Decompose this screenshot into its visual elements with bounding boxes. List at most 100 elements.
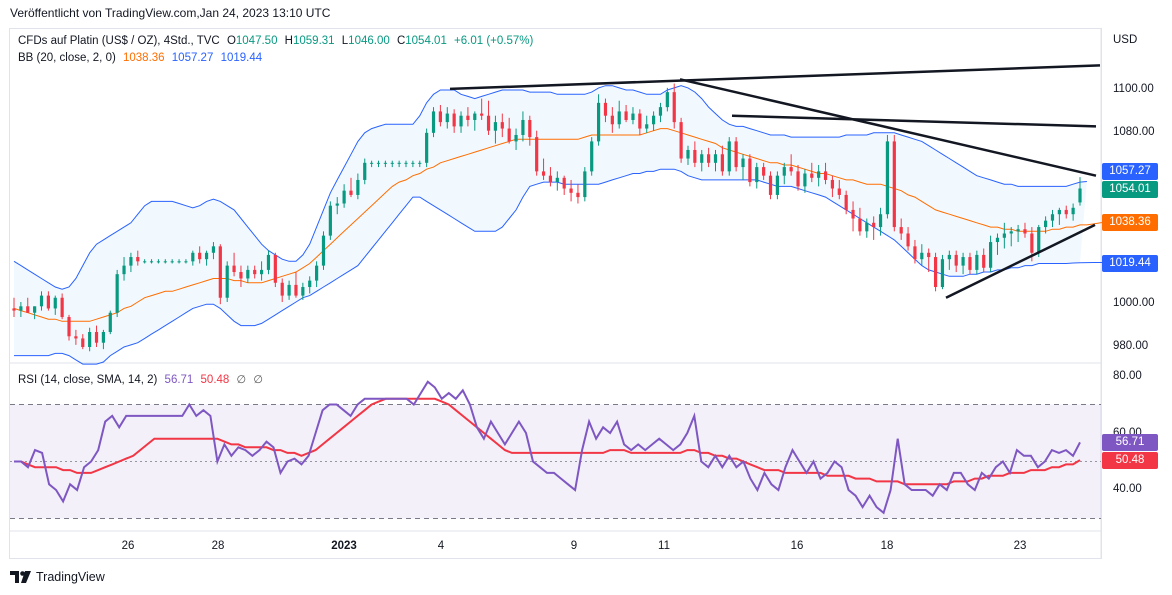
candle <box>913 246 917 260</box>
candle <box>370 162 374 164</box>
candle <box>720 154 724 172</box>
bb-basis-line <box>13 128 1108 322</box>
candle <box>1064 209 1068 215</box>
candle <box>665 92 669 108</box>
candle <box>500 122 504 129</box>
rsi-label[interactable]: RSI (14, close, SMA, 14, 2) <box>18 374 158 386</box>
hidden-eye-icon[interactable]: ∅ <box>253 374 263 386</box>
candle <box>39 295 44 307</box>
candle <box>652 115 656 125</box>
footer-brand[interactable]: TradingView <box>10 570 105 584</box>
candle <box>906 233 910 247</box>
candle <box>954 254 958 266</box>
bb-lower-value: 1019.44 <box>220 52 263 64</box>
candle <box>239 272 243 279</box>
published-header: Veröffentlicht von TradingView.com,Jan 2… <box>10 6 331 20</box>
rsi-tick: 80.00 <box>1113 370 1142 382</box>
trendline <box>945 223 1096 299</box>
candle <box>425 132 429 163</box>
candle <box>748 158 752 183</box>
trendline <box>731 114 1097 128</box>
candle <box>1044 220 1048 228</box>
candle <box>878 214 883 228</box>
candle <box>940 259 945 288</box>
tradingview-logo-icon <box>10 571 31 583</box>
high-label: H <box>284 35 293 47</box>
candle <box>418 162 422 164</box>
candle <box>404 162 408 164</box>
candle <box>775 175 779 195</box>
candle <box>693 149 697 163</box>
price-tick: 1100.00 <box>1113 83 1154 95</box>
candle <box>762 167 766 176</box>
symbol-label[interactable]: CFDs auf Platin (US$ / OZ), 4Std., TVC <box>18 35 220 47</box>
low-value: 1046.00 <box>348 35 390 47</box>
candle <box>308 280 312 288</box>
time-tick: 18 <box>880 540 894 552</box>
candle <box>136 257 140 262</box>
candle <box>658 107 663 116</box>
candle <box>982 254 986 268</box>
candle <box>851 209 855 219</box>
candle <box>122 265 126 275</box>
candle <box>700 154 704 163</box>
candle <box>892 141 896 228</box>
candle <box>438 111 442 123</box>
candle <box>328 205 332 236</box>
candle <box>837 188 841 195</box>
candle <box>631 113 635 120</box>
candle <box>411 162 415 164</box>
bb-basis-tag: 1038.36 <box>1102 214 1158 231</box>
candle <box>603 102 608 116</box>
price-tick: 980.00 <box>1113 340 1149 352</box>
candle <box>60 297 64 318</box>
candle <box>528 119 532 138</box>
candle <box>191 252 195 262</box>
candle <box>672 92 676 123</box>
candle <box>995 237 1000 243</box>
candle <box>26 306 30 313</box>
open-value: 1047.50 <box>235 35 278 47</box>
candle <box>53 297 57 309</box>
candle <box>707 154 711 163</box>
candle <box>108 312 112 333</box>
rsi-ma-value: 50.48 <box>200 374 230 386</box>
candle <box>844 194 848 210</box>
candle <box>645 124 649 129</box>
candle <box>12 308 16 311</box>
main-legend[interactable]: CFDs auf Platin (US$ / OZ), 4Std., TVC O… <box>18 35 537 47</box>
candle <box>507 128 511 142</box>
candle <box>246 269 250 279</box>
low-label: L <box>341 35 349 47</box>
candle <box>342 190 346 204</box>
currency-label: USD <box>1113 34 1138 46</box>
trendline <box>449 64 1101 91</box>
candle <box>445 113 449 123</box>
candle <box>535 137 539 172</box>
time-tick: 4 <box>437 540 445 552</box>
candle <box>768 175 773 195</box>
rsi-ma-tag: 50.48 <box>1102 452 1158 469</box>
high-value: 1059.31 <box>292 35 335 47</box>
rsi-ma-line <box>14 397 1081 486</box>
candle <box>610 115 614 125</box>
rsi-legend[interactable]: RSI (14, close, SMA, 14, 2) 56.71 50.48 … <box>18 373 267 386</box>
price-tick: 1080.00 <box>1113 126 1155 138</box>
bb-legend[interactable]: BB (20, close, 2, 0) 1038.36 1057.27 101… <box>18 52 266 64</box>
bb-label[interactable]: BB (20, close, 2, 0) <box>18 52 116 64</box>
candle <box>1050 214 1055 221</box>
candle <box>1023 229 1027 234</box>
time-tick: 2023 <box>331 540 357 552</box>
candle <box>789 167 793 172</box>
candle <box>562 177 566 189</box>
candle <box>583 171 587 198</box>
hidden-eye-icon[interactable]: ∅ <box>236 374 247 386</box>
candle <box>356 179 360 195</box>
candle <box>273 254 277 283</box>
candle <box>315 265 319 281</box>
candle <box>1030 233 1034 253</box>
candle <box>569 188 573 193</box>
candle <box>1057 209 1061 215</box>
candle <box>541 171 546 176</box>
